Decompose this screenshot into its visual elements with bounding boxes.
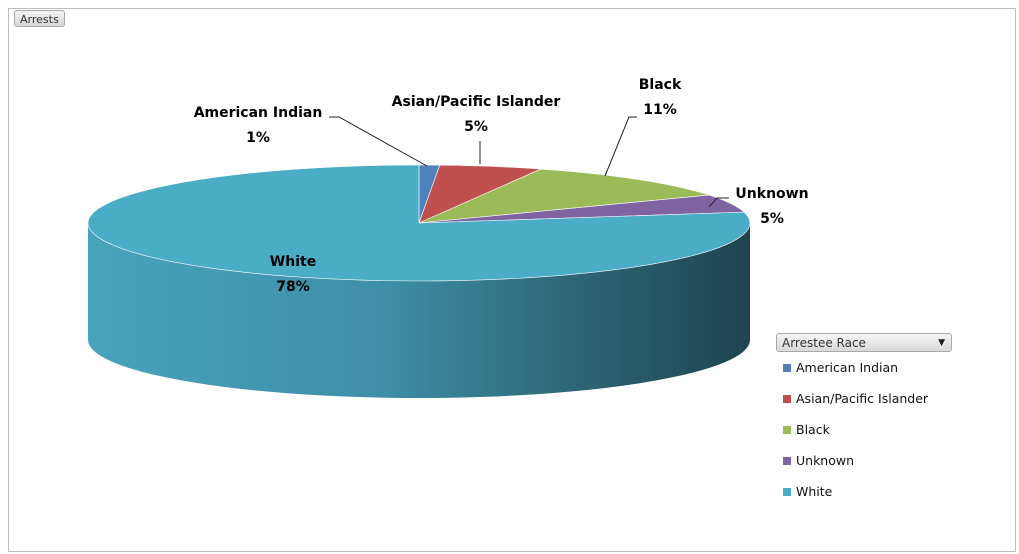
pie-slice-white[interactable] bbox=[87, 164, 751, 282]
legend-item-asian-pacific-islander[interactable]: Asian/Pacific Islander bbox=[776, 383, 976, 414]
legend-title: Arrestee Race bbox=[782, 336, 866, 350]
legend-items: American Indian Asian/Pacific Islander Bla… bbox=[776, 352, 976, 507]
slice-label-american-indian: American Indian bbox=[194, 105, 323, 121]
legend-label-american-indian: American Indian bbox=[796, 360, 899, 375]
leader-line-black bbox=[604, 116, 637, 177]
legend-label-black: Black bbox=[796, 422, 830, 437]
legend-item-unknown[interactable]: Unknown bbox=[776, 445, 976, 476]
pie-slice-black[interactable] bbox=[418, 168, 710, 224]
chevron-down-icon[interactable]: ▼ bbox=[938, 338, 945, 348]
legend-swatch-white bbox=[783, 487, 791, 496]
legend-item-american-indian[interactable]: American Indian bbox=[776, 352, 976, 383]
slice-percent-american-indian: 1% bbox=[246, 130, 270, 146]
slice-percent-white: 78% bbox=[276, 279, 310, 295]
leader-lines bbox=[329, 116, 729, 208]
slice-label-asian-pacific-islander: Asian/Pacific Islander bbox=[392, 94, 561, 110]
legend-swatch-unknown bbox=[783, 456, 791, 465]
slice-label-white: White bbox=[270, 254, 316, 270]
leader-line-american-indian bbox=[329, 116, 428, 167]
legend-swatch-asian-pacific-islander bbox=[783, 394, 791, 403]
slice-percent-asian-pacific-islander: 5% bbox=[464, 119, 488, 135]
legend-label-unknown: Unknown bbox=[796, 453, 855, 468]
legend-swatch-american-indian bbox=[783, 363, 791, 372]
pie-side-white bbox=[88, 223, 750, 398]
legend-swatch-black bbox=[783, 425, 791, 434]
legend-label-white: White bbox=[796, 484, 833, 499]
legend-item-black[interactable]: Black bbox=[776, 414, 976, 445]
slice-label-unknown: Unknown bbox=[735, 186, 808, 202]
arrests-field-button[interactable]: Arrests bbox=[14, 10, 65, 27]
slice-percent-black: 11% bbox=[643, 102, 677, 118]
legend-item-white[interactable]: White bbox=[776, 476, 976, 507]
slice-labels: American Indian 1% Asian/Pacific Islander 5… bbox=[194, 77, 809, 295]
slice-percent-unknown: 5% bbox=[760, 211, 784, 227]
arrestee-race-dropdown[interactable]: Arrestee Race ▼ bbox=[776, 333, 952, 352]
slice-label-black: Black bbox=[639, 77, 682, 93]
legend-label-asian-pacific-islander: Asian/Pacific Islander bbox=[796, 391, 929, 406]
legend: Arrestee Race ▼ American Indian Asian/Pac… bbox=[776, 333, 976, 507]
leader-line-unknown bbox=[708, 197, 729, 208]
pie-slices bbox=[87, 164, 751, 398]
